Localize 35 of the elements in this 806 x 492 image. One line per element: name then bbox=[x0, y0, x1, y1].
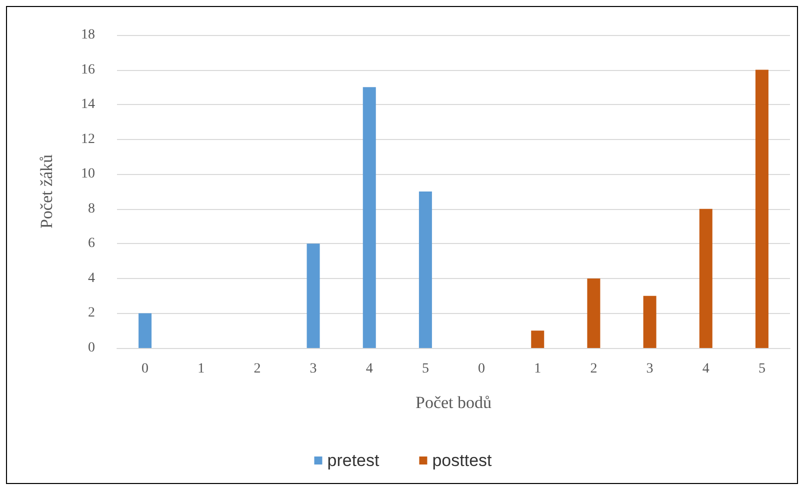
legend-label: posttest bbox=[432, 451, 492, 470]
x-tick-label: 0 bbox=[478, 362, 486, 376]
x-tick-label: 1 bbox=[198, 362, 205, 376]
bar bbox=[755, 70, 768, 348]
x-tick-label: 0 bbox=[142, 362, 149, 376]
x-tick-label: 2 bbox=[254, 362, 261, 376]
bar bbox=[418, 192, 432, 348]
bar bbox=[362, 87, 376, 348]
bar bbox=[643, 296, 656, 348]
x-tick-label: 4 bbox=[366, 362, 373, 376]
x-tick-label: 5 bbox=[422, 362, 429, 376]
bar bbox=[531, 330, 544, 348]
x-tick-label: 5 bbox=[758, 362, 766, 376]
x-axis-title: Počet bodů bbox=[415, 393, 492, 412]
y-tick-label: 6 bbox=[88, 236, 95, 252]
y-tick-label: 10 bbox=[81, 166, 95, 182]
x-tick-label: 4 bbox=[702, 362, 710, 376]
y-tick-label: 2 bbox=[88, 306, 95, 321]
x-tick-label: 3 bbox=[310, 362, 317, 376]
legend-label: pretest bbox=[327, 451, 380, 470]
y-tick-label: 8 bbox=[88, 201, 95, 216]
y-axis-title: Počet žáků bbox=[37, 154, 56, 229]
y-tick-label: 14 bbox=[81, 97, 95, 112]
y-tick-label: 12 bbox=[81, 132, 95, 147]
bar bbox=[138, 313, 152, 348]
bar bbox=[587, 278, 600, 348]
bar bbox=[699, 208, 712, 348]
y-tick-label: 18 bbox=[81, 28, 95, 42]
y-tick-label: 16 bbox=[81, 62, 95, 78]
bar bbox=[306, 244, 320, 348]
x-tick-label: 2 bbox=[590, 362, 598, 376]
y-tick-label: 4 bbox=[88, 270, 95, 286]
y-tick-label: 0 bbox=[88, 340, 95, 356]
x-tick-label: 1 bbox=[534, 362, 542, 376]
x-tick-label: 3 bbox=[646, 362, 654, 376]
